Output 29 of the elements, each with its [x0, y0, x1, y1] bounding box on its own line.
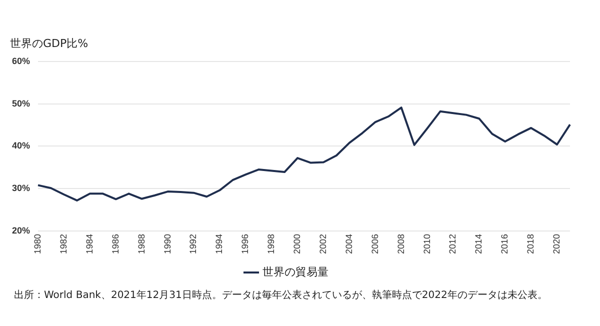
x-tick-label: 1982 — [58, 234, 68, 254]
y-tick-label: 20% — [12, 225, 30, 236]
y-tick-label: 30% — [12, 183, 30, 194]
x-tick-label: 1996 — [240, 234, 250, 254]
x-tick-label: 2008 — [396, 234, 406, 254]
y-tick-label: 60% — [12, 56, 30, 66]
x-tick-label: 2010 — [422, 234, 432, 254]
y-axis-title: 世界のGDP比% — [10, 36, 88, 51]
legend-label: 世界の貿易量 — [262, 265, 328, 278]
x-tick-label: 2014 — [474, 234, 484, 254]
x-tick-label: 1990 — [162, 234, 172, 254]
y-tick-label: 50% — [12, 98, 30, 108]
x-tick-label: 1986 — [110, 234, 120, 254]
x-tick-label: 2020 — [552, 234, 562, 254]
text: 出所：World Bank、2021年12月31日時点。データは毎年公表されているが、執筆時点で2022年のデータは未公表。 — [14, 290, 548, 302]
x-tick-label: 2004 — [344, 234, 354, 254]
x-tick-label: 2006 — [370, 234, 380, 254]
y-tick-label: 40% — [12, 140, 30, 151]
x-tick-label: 1988 — [136, 234, 146, 254]
x-tick-label: 2018 — [526, 234, 536, 254]
x-tick-label: 1994 — [214, 234, 224, 254]
x-tick-label: 2000 — [292, 234, 302, 254]
x-tick-label: 1980 — [32, 234, 42, 254]
x-tick-label: 2002 — [318, 234, 328, 254]
x-tick-label: 2016 — [500, 234, 510, 254]
x-tick-label: 1998 — [266, 234, 276, 254]
x-tick-label: 2012 — [448, 234, 458, 254]
x-tick-label: 1992 — [188, 234, 198, 254]
x-tick-label: 1984 — [84, 234, 94, 254]
